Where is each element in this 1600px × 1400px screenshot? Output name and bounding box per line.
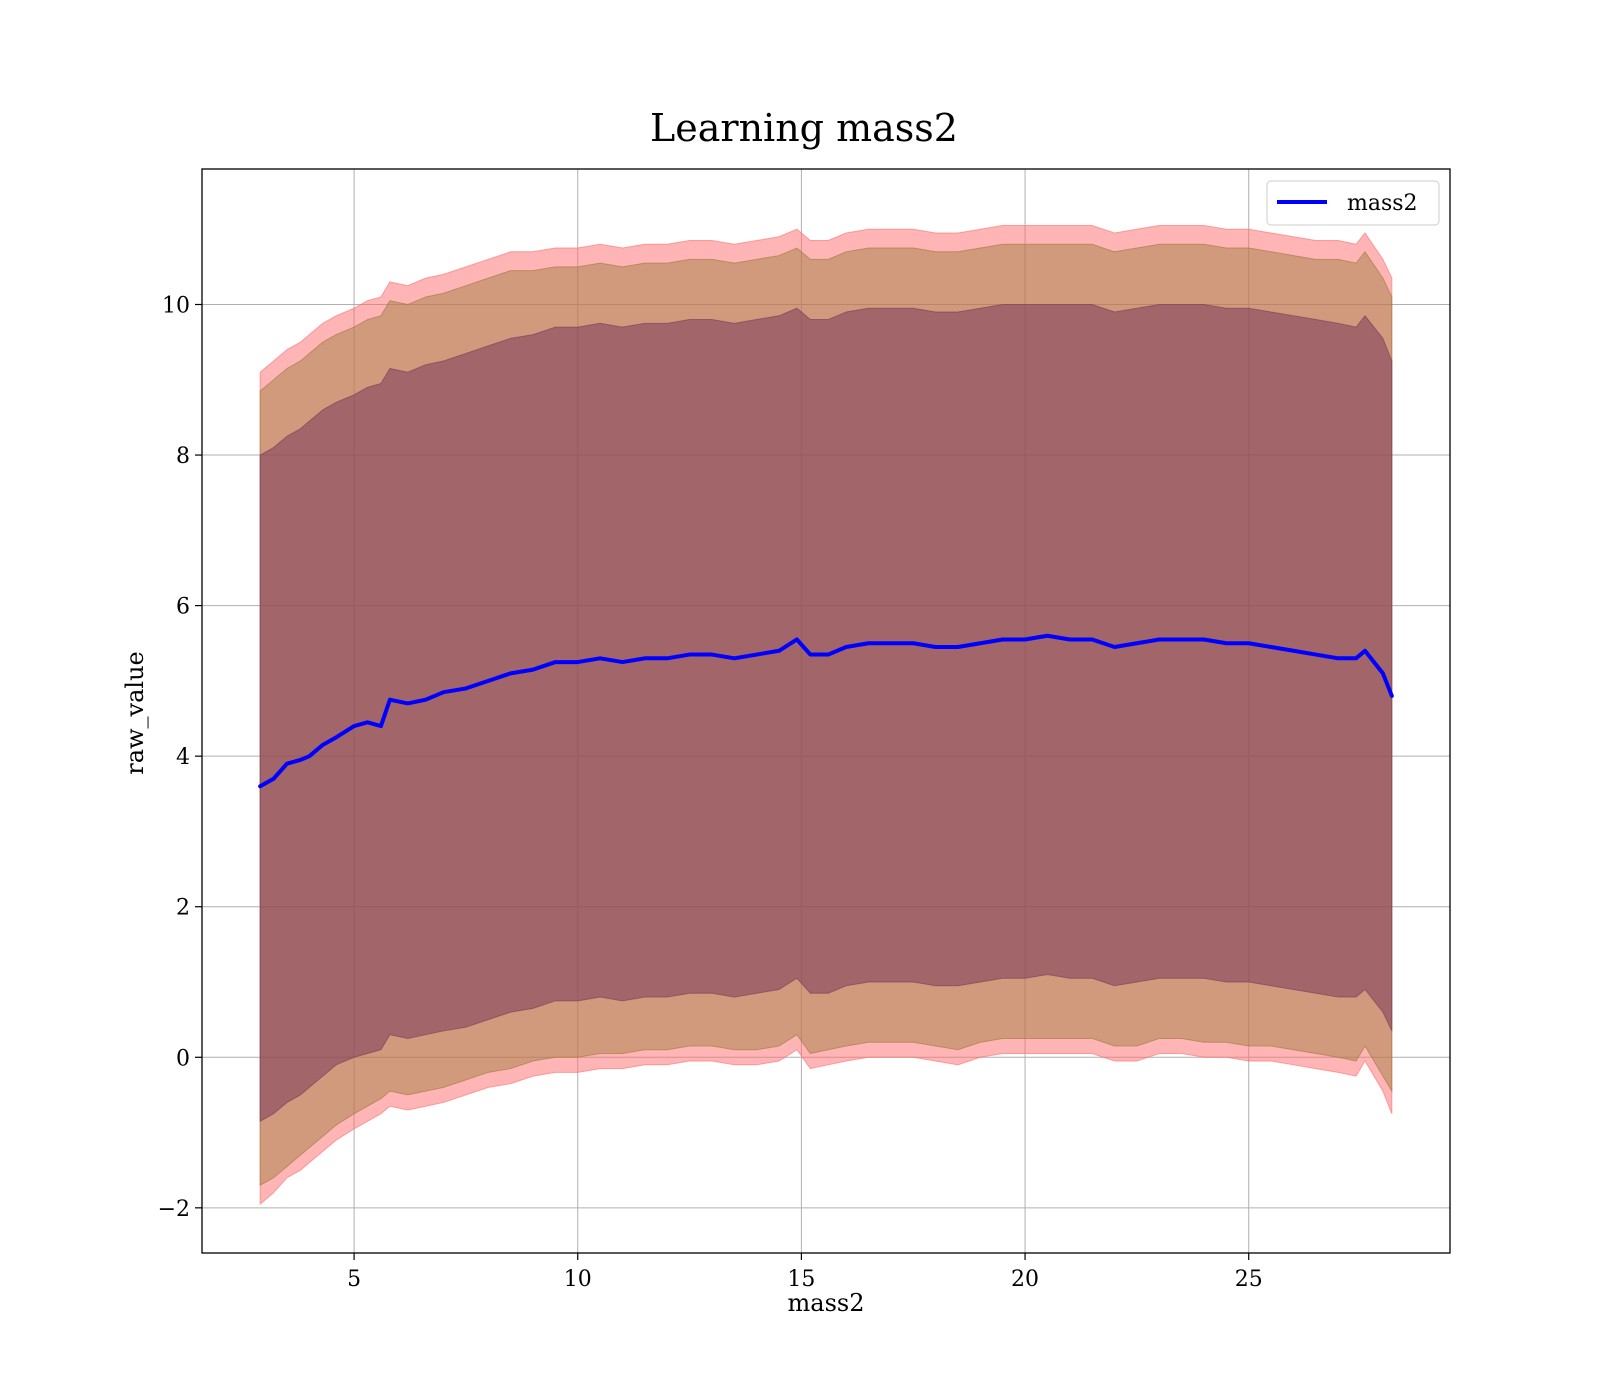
confidence-bands — [259, 224, 1393, 1206]
y-tick-label: 6 — [176, 595, 190, 620]
series-line-mass2 — [258, 633, 1394, 789]
chart-title: Learning mass2 — [650, 106, 958, 150]
x-tick-label: 5 — [347, 1267, 361, 1292]
series-lines — [258, 633, 1394, 789]
y-tick-label: 2 — [176, 896, 190, 921]
y-tick-label: 0 — [176, 1046, 190, 1071]
x-tick-label: 20 — [1011, 1267, 1039, 1292]
y-axis-label: raw_value — [121, 651, 149, 775]
legend-label-mass2: mass2 — [1347, 191, 1418, 216]
y-tick-label: 8 — [176, 444, 190, 469]
plot-frame — [201, 168, 1451, 1254]
y-tick-label: 4 — [176, 745, 190, 770]
y-tick-label: −2 — [158, 1197, 190, 1222]
x-tick-label: 15 — [787, 1267, 815, 1292]
legend: mass2 — [1266, 180, 1440, 226]
legend-box — [1266, 180, 1440, 226]
y-tick-label: 10 — [162, 294, 190, 319]
x-axis-ticks: 5 10 15 20 25 — [347, 1253, 1263, 1292]
x-tick-label: 10 — [564, 1267, 592, 1292]
x-axis-label: mass2 — [788, 1289, 865, 1317]
band-inner — [259, 304, 1393, 1123]
x-tick-label: 25 — [1235, 1267, 1263, 1292]
y-axis-ticks: −2 0 2 4 6 8 10 — [158, 294, 202, 1222]
